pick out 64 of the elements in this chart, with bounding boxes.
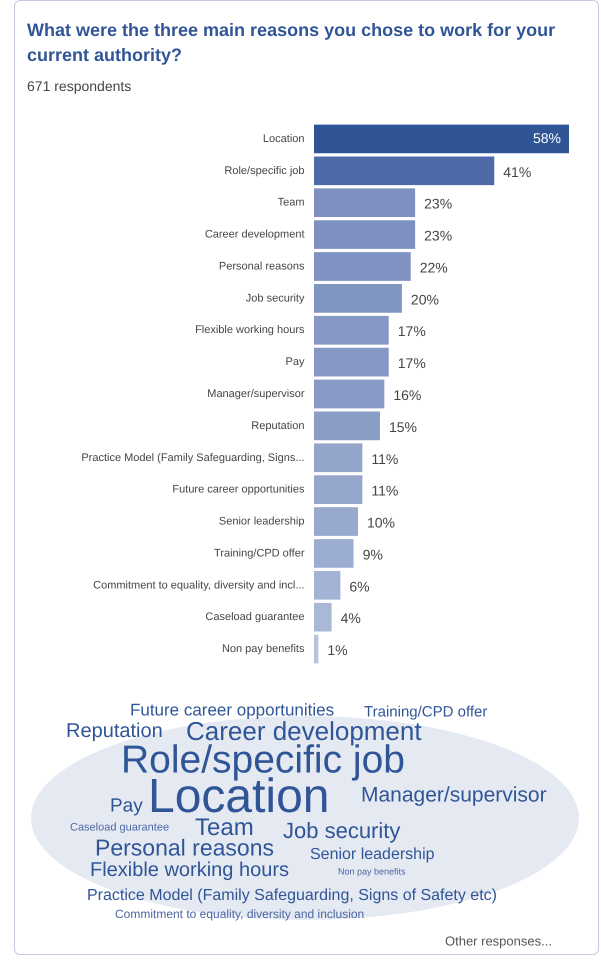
data-label: 11% xyxy=(371,450,398,467)
data-label: 58% xyxy=(532,130,561,146)
bar xyxy=(314,316,389,345)
text: Future career opportunities xyxy=(130,700,334,720)
bar xyxy=(314,602,332,632)
text: 671 respondents xyxy=(27,78,132,94)
chart-title: What were the three main reasons you chose to work for your current authority? xyxy=(27,19,556,67)
bar xyxy=(314,634,318,664)
data-label: 9% xyxy=(362,546,383,562)
y-tick-label: Pay xyxy=(286,356,305,368)
bar xyxy=(314,380,384,408)
data-label: 22% xyxy=(420,259,448,276)
y-tick-label: Training/CPD offer xyxy=(214,547,305,560)
text: Practice Model (Family Safeguarding, Signs of Safety etc) xyxy=(87,887,497,904)
y-tick-label: Manager/supervisor xyxy=(207,388,305,400)
data-label: 16% xyxy=(393,387,422,403)
data-label: 4% xyxy=(340,610,361,626)
data-label: 20% xyxy=(410,291,439,308)
bar xyxy=(314,507,358,536)
data-label: 6% xyxy=(349,578,370,594)
data-label: 10% xyxy=(366,514,395,531)
text: Manager/supervisor xyxy=(361,784,547,806)
data-label: 15% xyxy=(388,418,417,435)
bar xyxy=(314,443,362,472)
y-tick-label: Non pay benefits xyxy=(222,643,305,656)
data-label: 23% xyxy=(424,196,452,212)
y-tick-label: Team xyxy=(278,196,304,209)
y-tick-label: Caseload guarantee xyxy=(205,611,304,624)
bar xyxy=(314,220,416,249)
y-tick-label: Role/specific job xyxy=(224,164,304,177)
text: Reputation xyxy=(66,720,163,742)
y-tick-label: Senior leadership xyxy=(218,516,304,528)
bar xyxy=(314,124,569,154)
y-tick-label: Reputation xyxy=(251,420,304,432)
bar xyxy=(314,570,340,600)
text: Training/CPD offer xyxy=(364,704,488,720)
data-label: 11% xyxy=(371,482,398,499)
text: Commitment to equality, diversity and inclusion xyxy=(115,907,364,921)
y-tick-label: Practice Model (Family Safeguarding, Signs... xyxy=(81,452,304,464)
text: Pay xyxy=(110,796,143,816)
data-label: 1% xyxy=(327,642,348,658)
bar xyxy=(314,188,416,218)
y-tick-label: Commitment to equality, diversity and incl... xyxy=(93,579,304,592)
bar xyxy=(314,348,389,376)
y-tick-label: Flexible working hours xyxy=(195,324,305,336)
text: Caseload guarantee xyxy=(70,822,170,834)
y-tick-label: Future career opportunities xyxy=(172,484,305,496)
bar xyxy=(314,475,362,504)
y-tick-label: Personal reasons xyxy=(218,260,305,272)
data-label: 41% xyxy=(503,164,532,180)
text: Non pay benefits xyxy=(338,866,406,876)
text: Other responses... xyxy=(445,934,552,948)
bar xyxy=(314,412,380,440)
bar xyxy=(314,539,354,568)
bar xyxy=(314,156,494,186)
data-label: 17% xyxy=(398,355,426,372)
bar xyxy=(314,252,411,281)
text: Senior leadership xyxy=(310,846,435,863)
y-tick-label: Career development xyxy=(204,228,304,241)
bar xyxy=(314,284,402,313)
data-label: 17% xyxy=(398,323,426,340)
y-tick-label: Location xyxy=(262,132,304,145)
y-tick-label: Job security xyxy=(246,292,305,304)
data-label: 23% xyxy=(424,228,452,244)
